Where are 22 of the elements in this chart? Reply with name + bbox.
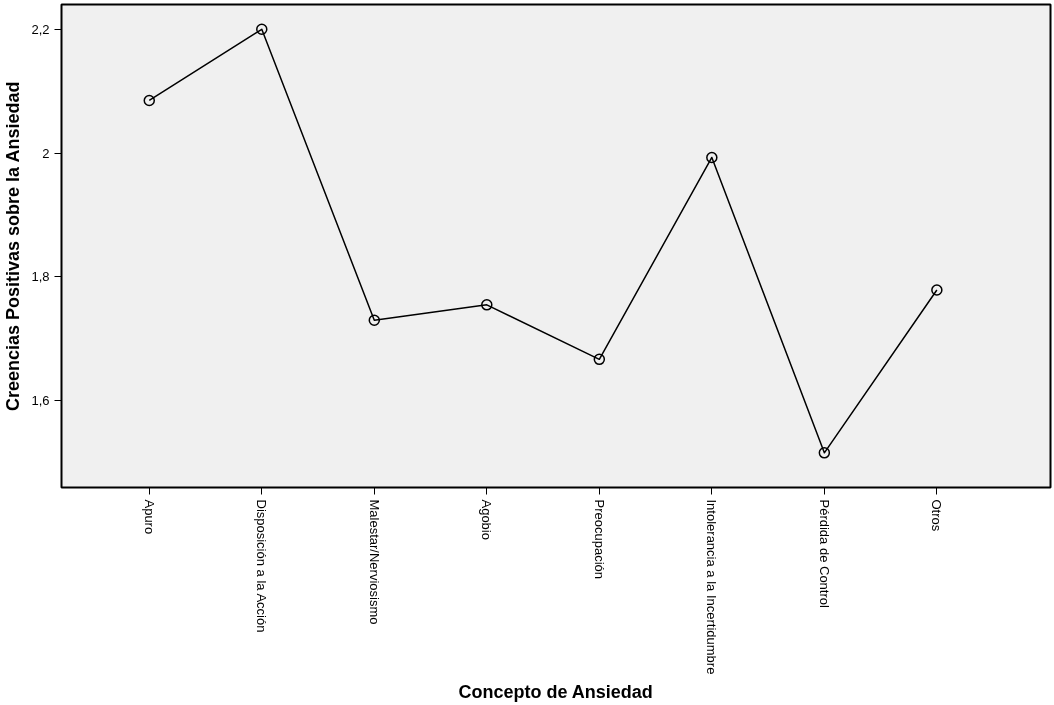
y-tick-label: 2	[42, 145, 50, 161]
y-tick-label: 2,2	[31, 21, 50, 37]
point	[368, 314, 381, 327]
point	[481, 299, 493, 311]
point	[706, 151, 718, 164]
point	[818, 447, 831, 459]
x-tick-label: Intolerancia a la Incertidumbre	[704, 499, 720, 675]
point	[256, 23, 268, 36]
x-tick-label: Pérdida de Control	[816, 499, 832, 609]
x-axis-title: Concepto de Ansiedad	[458, 682, 653, 703]
x-tick-label: Preocupación	[591, 499, 607, 579]
x-tick-label: Apuro	[141, 499, 157, 535]
point	[593, 353, 606, 366]
point	[931, 284, 943, 296]
x-tick-label: Agobio	[479, 499, 495, 540]
x-tick-label: Malestar/Nerviosismo	[366, 499, 382, 625]
y-tick-label: 1,8	[31, 269, 50, 285]
x-tick-label: Disposición a la Acción	[254, 499, 270, 633]
y-tick-label: 1,6	[31, 393, 50, 409]
x-tick-label: Otros	[929, 499, 945, 532]
point	[143, 94, 156, 107]
y-axis-title: Creencias Positivas sobre la Ansiedad	[3, 81, 24, 412]
